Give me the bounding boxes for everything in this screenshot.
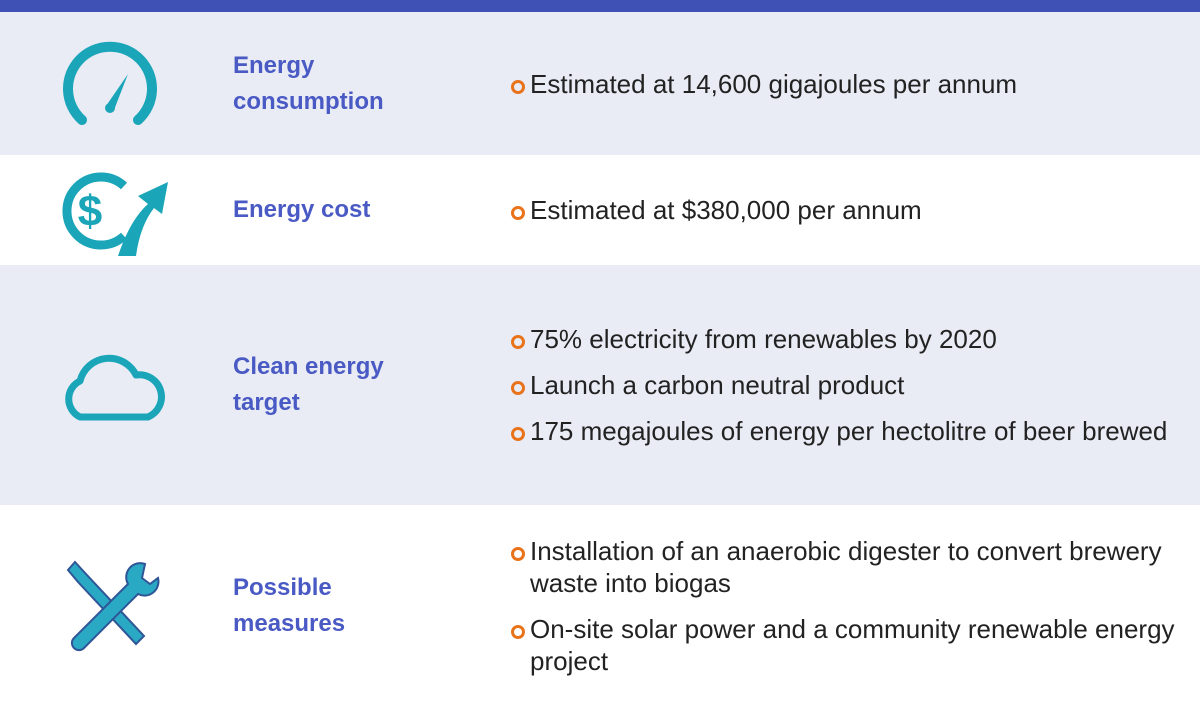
- row-label: Energy cost: [233, 196, 371, 223]
- bullet-item: Estimated at 14,600 gigajoules per annum: [511, 68, 1184, 100]
- row-icon: [40, 34, 180, 134]
- row: Energy consumption Estimated at 14,600 gi…: [0, 12, 1200, 155]
- bullet-item: 75% electricity from renewables by 2020: [511, 323, 1184, 355]
- bullet-list: Estimated at 14,600 gigajoules per annum: [511, 54, 1184, 114]
- bullet-list: 75% electricity from renewables by 2020 L…: [511, 309, 1184, 461]
- bullet-item: 175 megajoules of energy per hectolitre …: [511, 415, 1184, 447]
- row-icon: $: [40, 160, 180, 260]
- bullet-item: Installation of an anaerobic digester to…: [511, 535, 1184, 599]
- row-label: Clean energy target: [233, 353, 384, 416]
- bullet-item: Launch a carbon neutral product: [511, 369, 1184, 401]
- bullet-item: On-site solar power and a community rene…: [511, 613, 1184, 677]
- bullet-list: Installation of an anaerobic digester to…: [511, 521, 1184, 691]
- bullet-item: Estimated at $380,000 per annum: [511, 194, 1184, 226]
- top-bar: [0, 0, 1200, 12]
- row-icon: [40, 335, 180, 435]
- row: Clean energy target 75% electricity from …: [0, 265, 1200, 505]
- bullet-list: Estimated at $380,000 per annum: [511, 180, 1184, 240]
- row-icon: [40, 556, 180, 656]
- row: $ Energy cost Estimated at $380,000 per an…: [0, 158, 1200, 262]
- row-label: Energy consumption: [233, 51, 384, 115]
- row-label: Possible measures: [233, 574, 346, 637]
- svg-text:$: $: [78, 187, 102, 236]
- row: Possible measures Installation of an anae…: [0, 508, 1200, 704]
